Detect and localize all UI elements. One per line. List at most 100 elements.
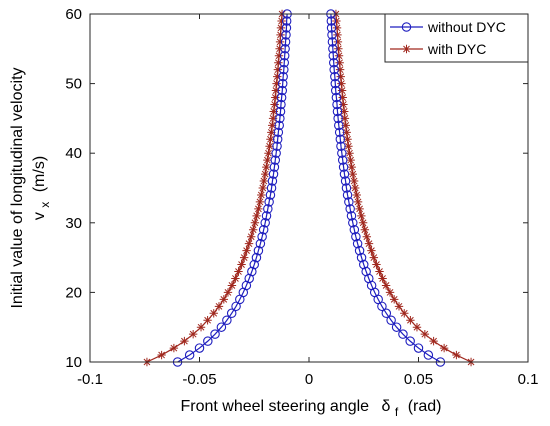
data-point <box>196 323 206 332</box>
legend-marker-shape <box>402 44 411 54</box>
data-point <box>338 162 349 172</box>
data-point <box>328 51 339 61</box>
x-axis: -0.1 -0.05 0 0.05 0.1 <box>77 14 538 388</box>
data-point <box>334 51 344 60</box>
data-point <box>340 107 349 116</box>
data-point <box>270 155 281 165</box>
data-point <box>334 44 343 53</box>
data-point <box>222 315 232 325</box>
data-point <box>265 190 276 200</box>
data-point <box>413 343 424 353</box>
legend-label-with-dyc: with DYC <box>427 41 486 57</box>
data-point <box>336 141 346 151</box>
data-point <box>337 79 346 88</box>
data-point <box>389 295 399 304</box>
data-point <box>270 100 279 109</box>
data-point <box>412 323 422 332</box>
legend-marker-without-dyc <box>401 22 412 32</box>
data-point <box>351 183 360 193</box>
data-point <box>184 350 195 360</box>
x-tick-label: -0.1 <box>77 371 103 388</box>
data-point <box>216 322 227 332</box>
data-point <box>223 288 233 297</box>
data-point <box>261 169 270 179</box>
data-point <box>255 197 265 207</box>
y-axis-title-symbol: v <box>31 212 48 220</box>
data-point <box>334 120 344 131</box>
data-point <box>364 239 374 248</box>
legend-label-without-dyc: without DYC <box>427 19 506 35</box>
data-point <box>246 232 256 241</box>
data-point <box>234 267 243 276</box>
data-point <box>332 23 342 33</box>
data-point <box>248 225 258 234</box>
data-point <box>337 86 347 95</box>
data-point <box>276 99 286 110</box>
data-point <box>406 316 415 325</box>
data-point <box>249 259 260 270</box>
data-point <box>327 30 337 40</box>
data-point <box>278 71 288 82</box>
data-point <box>334 127 345 138</box>
data-point <box>203 336 213 346</box>
data-point <box>452 350 461 360</box>
data-point <box>330 71 340 82</box>
data-point <box>273 72 282 81</box>
y-tick-label: 50 <box>65 76 82 93</box>
data-point <box>260 218 270 228</box>
x-tick-label: 0.05 <box>404 371 433 388</box>
data-point <box>338 93 347 102</box>
data-point <box>344 142 353 151</box>
data-point <box>326 16 337 26</box>
data-point <box>203 316 212 325</box>
data-point <box>267 128 276 137</box>
y-tick-label: 20 <box>65 284 82 301</box>
data-point <box>352 238 363 249</box>
data-point <box>351 231 361 242</box>
data-point <box>255 238 266 249</box>
data-point <box>345 149 354 158</box>
data-point <box>353 197 363 207</box>
data-point <box>273 127 284 138</box>
data-point <box>342 190 353 200</box>
y-tick-label: 60 <box>65 6 82 23</box>
data-point <box>277 78 288 89</box>
data-point <box>335 65 345 74</box>
data-point <box>244 239 254 248</box>
y-tick-label: 40 <box>65 145 82 162</box>
data-point <box>335 58 344 67</box>
data-point <box>378 274 387 283</box>
data-point <box>337 148 347 158</box>
data-point <box>281 16 292 26</box>
data-point <box>423 350 434 360</box>
data-point <box>372 260 381 269</box>
x-axis-title-symbol: δ <box>382 398 391 415</box>
data-point <box>330 85 341 96</box>
data-point <box>356 252 367 263</box>
x-axis-title-unit: (rad) <box>408 398 442 415</box>
x-tick-label: 0.1 <box>518 371 539 388</box>
legend-marker-shape <box>401 22 412 32</box>
data-point <box>280 44 290 54</box>
data-point <box>239 253 249 262</box>
data-point <box>394 302 404 311</box>
plot-area <box>142 9 476 367</box>
data-point <box>269 162 280 172</box>
data-point <box>280 37 291 47</box>
data-point <box>340 114 350 123</box>
data-point <box>271 93 280 102</box>
data-point <box>266 183 277 193</box>
data-point <box>362 232 372 241</box>
data-point <box>273 65 283 74</box>
data-point <box>237 260 246 269</box>
data-point <box>263 155 272 165</box>
data-point <box>328 44 338 54</box>
data-point <box>279 51 290 61</box>
data-point <box>340 176 351 186</box>
data-point <box>279 57 290 68</box>
data-point <box>358 259 369 270</box>
data-point <box>331 92 342 103</box>
y-axis-title-line2: v x (m/s) <box>31 156 53 220</box>
data-point <box>346 211 357 221</box>
data-point <box>275 113 285 124</box>
